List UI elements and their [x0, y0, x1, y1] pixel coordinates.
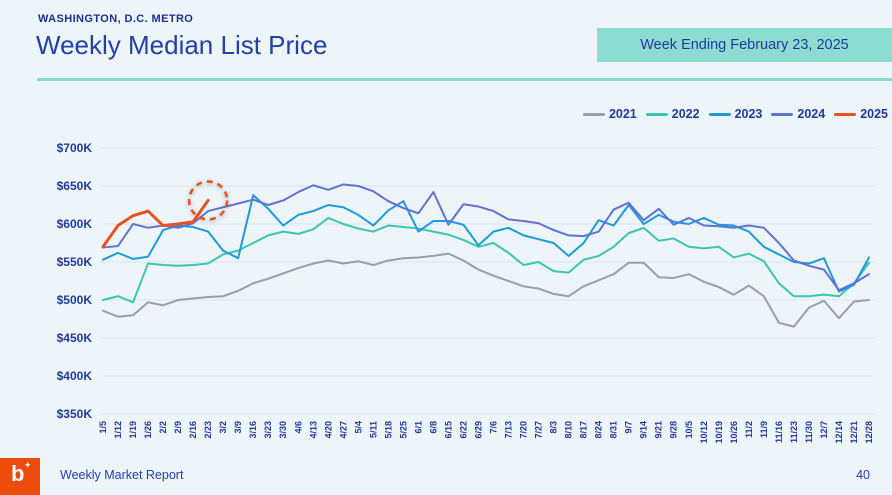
- x-axis-tick-label: 4/6: [293, 421, 303, 434]
- legend-swatch-2025: [834, 112, 857, 116]
- legend-item-2023: 2023: [708, 107, 763, 121]
- x-axis-tick-label: 1/26: [143, 421, 153, 439]
- x-axis-tick-label: 10/26: [729, 421, 739, 444]
- x-axis-tick-label: 11/2: [744, 421, 754, 438]
- x-axis-tick-label: 9/28: [669, 421, 679, 439]
- legend-swatch-2021: [582, 112, 605, 116]
- page-number: 40: [856, 468, 870, 482]
- x-axis-tick-label: 3/23: [263, 421, 273, 439]
- legend-label: 2023: [734, 107, 763, 121]
- x-axis-tick-label: 11/30: [804, 421, 814, 443]
- x-axis-tick-label: 2/9: [173, 421, 183, 434]
- x-axis-tick-label: 4/27: [338, 421, 348, 439]
- x-axis-tick-label: 4/13: [308, 421, 318, 439]
- x-axis-tick-label: 8/17: [579, 421, 589, 439]
- x-axis-tick-label: 5/18: [383, 421, 393, 439]
- highlight-circle: [187, 180, 229, 221]
- y-axis-tick-label: $350K: [57, 407, 93, 421]
- week-ending-badge: Week Ending February 23, 2025: [597, 28, 892, 62]
- legend-label: 2024: [797, 107, 826, 121]
- x-axis-tick-label: 11/9: [759, 421, 769, 438]
- x-axis-tick-label: 6/29: [473, 421, 483, 439]
- x-axis-tick-label: 9/21: [654, 421, 664, 439]
- legend-swatch-2022: [645, 112, 668, 116]
- y-axis-tick-label: $600K: [57, 217, 93, 231]
- series-line-2023: [102, 194, 870, 293]
- x-axis-tick-label: 1/5: [98, 421, 108, 434]
- report-kicker: WASHINGTON, D.C. METRO: [38, 13, 194, 25]
- logo-sparkle-icon: ✦: [24, 460, 32, 470]
- x-axis-tick-label: 1/19: [128, 421, 138, 439]
- x-axis-tick-label: 12/7: [819, 421, 829, 439]
- x-axis-tick-label: 3/16: [248, 421, 258, 439]
- x-axis-tick-label: 10/12: [699, 421, 709, 444]
- x-axis-tick-label: 5/25: [398, 421, 408, 439]
- logo-letter: b: [11, 461, 25, 486]
- legend-item-2022: 2022: [645, 107, 700, 121]
- x-axis-tick-label: 12/14: [834, 421, 844, 444]
- y-axis-tick-label: $400K: [57, 369, 93, 383]
- x-axis-tick-label: 2/16: [188, 421, 198, 439]
- y-axis-tick-label: $550K: [57, 255, 93, 269]
- x-axis-tick-label: 9/14: [639, 421, 649, 439]
- x-axis-tick-label: 7/27: [534, 421, 544, 439]
- x-axis-tick-label: 5/11: [368, 421, 378, 438]
- x-axis-tick-label: 9/7: [624, 421, 634, 434]
- x-axis-tick-label: 7/13: [504, 421, 514, 439]
- page-title: Weekly Median List Price: [36, 30, 328, 60]
- chart-legend: 2021 2022 2023 2024 2025: [582, 106, 888, 122]
- x-axis-tick-label: 7/20: [519, 421, 529, 439]
- x-axis-tick-label: 6/1: [413, 421, 423, 434]
- y-axis-tick-label: $650K: [57, 179, 93, 193]
- series-line-2025: [101, 198, 210, 249]
- x-axis-tick-label: 6/8: [428, 421, 438, 434]
- x-axis-tick-label: 1/12: [113, 421, 123, 439]
- legend-label: 2025: [860, 107, 888, 121]
- x-axis-tick-label: 3/30: [278, 421, 288, 439]
- legend-label: 2021: [608, 107, 637, 121]
- x-axis-tick-label: 4/20: [323, 421, 333, 439]
- x-axis-tick-label: 8/31: [609, 421, 619, 439]
- legend-swatch-2023: [708, 112, 731, 116]
- x-axis-tick-label: 7/6: [489, 421, 499, 434]
- legend-item-2025: 2025: [834, 107, 888, 121]
- legend-item-2021: 2021: [582, 107, 637, 121]
- legend-swatch-2024: [771, 112, 794, 116]
- legend-item-2024: 2024: [771, 107, 825, 121]
- x-axis-tick-label: 6/15: [443, 421, 453, 439]
- x-axis-tick-label: 8/10: [564, 421, 574, 439]
- x-axis-tick-label: 12/21: [849, 421, 859, 444]
- x-axis-tick-label: 8/3: [549, 421, 559, 434]
- series-line-2021: [102, 252, 870, 328]
- series-line-2022: [102, 216, 870, 304]
- series-line-2024: [102, 183, 870, 292]
- y-axis-tick-label: $500K: [57, 293, 93, 307]
- chart-svg: $700K $650K $600K $550K $500K $450K $400K $350K…: [57, 141, 877, 444]
- x-axis-tick-label: 3/2: [218, 421, 228, 434]
- x-axis-tick-label: 10/19: [714, 421, 724, 444]
- x-axis-tick-label: 10/5: [684, 421, 694, 439]
- x-axis-tick-label: 3/9: [233, 421, 243, 434]
- x-axis-tick-label: 2/2: [158, 421, 168, 434]
- brightmls-logo: b ✦: [0, 458, 40, 495]
- title-underline: [37, 78, 892, 81]
- x-axis-tick-label: 8/24: [594, 421, 604, 439]
- x-axis-tick-label: 12/28: [864, 421, 874, 444]
- x-axis-tick-label: 11/16: [774, 421, 784, 443]
- x-axis-tick-label: 2/23: [203, 421, 213, 439]
- y-axis-tick-label: $450K: [57, 331, 93, 345]
- x-axis-tick-label: 11/23: [789, 421, 799, 443]
- legend-label: 2022: [671, 107, 700, 121]
- report-name: Weekly Market Report: [60, 468, 184, 482]
- x-axis-tick-label: 5/4: [353, 421, 363, 434]
- x-axis-tick-label: 6/22: [458, 421, 468, 439]
- y-axis-tick-label: $700K: [57, 141, 93, 155]
